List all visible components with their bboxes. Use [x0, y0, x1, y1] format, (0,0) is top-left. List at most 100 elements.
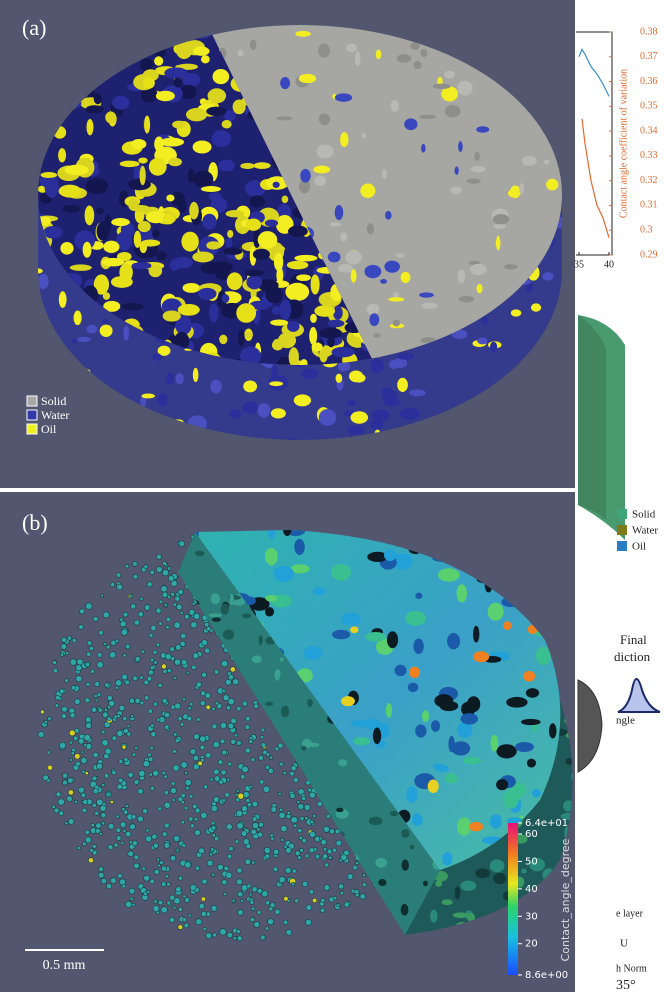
y-tick-label: 0.29	[640, 249, 658, 260]
texture-blob	[303, 646, 323, 660]
droplet	[268, 755, 273, 760]
droplet	[120, 628, 128, 636]
texture-blob	[314, 175, 327, 186]
texture-blob	[269, 381, 284, 387]
droplet	[162, 569, 170, 577]
droplet	[54, 703, 60, 708]
texture-blob	[177, 303, 200, 316]
texture-blob	[392, 553, 413, 570]
texture-blob	[82, 241, 92, 258]
droplet	[223, 865, 229, 872]
texture-blob	[401, 859, 409, 871]
texture-blob	[175, 315, 192, 336]
legend-swatch	[617, 525, 627, 535]
texture-blob	[157, 345, 171, 356]
droplet	[210, 805, 218, 813]
droplet	[108, 699, 116, 707]
droplet	[236, 935, 243, 942]
droplet	[131, 814, 137, 820]
texture-blob	[162, 310, 181, 322]
droplet	[304, 816, 309, 821]
droplet	[137, 611, 144, 618]
droplet	[67, 789, 74, 796]
texture-blob	[222, 629, 235, 640]
droplet	[198, 903, 205, 910]
droplet	[106, 883, 112, 890]
droplet	[158, 599, 163, 604]
texture-blob	[314, 305, 336, 317]
droplet	[75, 675, 83, 683]
droplet	[152, 842, 159, 849]
scale-bar-label: 0.5 mm	[43, 958, 86, 973]
texture-blob	[368, 816, 383, 826]
texture-blob	[140, 86, 158, 103]
droplet	[258, 821, 264, 828]
droplet	[68, 729, 76, 737]
droplet	[194, 807, 201, 814]
texture-blob	[99, 324, 113, 337]
droplet	[147, 752, 152, 758]
texture-blob	[166, 194, 175, 202]
droplet	[128, 697, 135, 704]
texture-blob	[457, 269, 466, 284]
texture-blob	[507, 188, 520, 198]
droplet	[96, 762, 103, 770]
droplet	[178, 906, 183, 912]
droplet	[104, 773, 110, 779]
texture-blob	[472, 625, 480, 643]
texture-blob	[112, 95, 130, 110]
texture-blob	[529, 858, 546, 872]
texture-blob	[279, 299, 292, 320]
droplet	[316, 801, 323, 807]
droplet	[172, 905, 177, 910]
droplet	[133, 619, 140, 626]
texture-blob	[345, 250, 362, 265]
texture-blob	[224, 110, 236, 122]
droplet	[199, 700, 206, 707]
droplet	[193, 733, 200, 740]
texture-blob	[202, 213, 217, 230]
texture-blob	[209, 303, 219, 323]
droplet	[270, 836, 275, 841]
droplet	[64, 821, 69, 826]
droplet	[141, 866, 146, 871]
droplet	[94, 681, 100, 688]
droplet	[256, 910, 262, 915]
droplet	[188, 701, 194, 707]
droplet	[99, 804, 107, 812]
droplet	[304, 853, 310, 859]
texture-blob	[384, 260, 400, 273]
texture-blob	[156, 250, 167, 261]
texture-blob	[128, 178, 151, 191]
droplet	[326, 848, 333, 855]
texture-blob	[116, 251, 132, 262]
texture-blob	[389, 810, 399, 817]
texture-blob	[489, 814, 502, 829]
texture-blob	[447, 633, 461, 650]
droplet	[279, 807, 284, 812]
droplet	[116, 713, 121, 719]
droplet	[205, 704, 211, 710]
droplet	[122, 716, 128, 721]
droplet	[320, 839, 327, 846]
texture-blob	[399, 407, 420, 420]
texture-blob	[298, 73, 317, 84]
droplet	[267, 918, 274, 926]
texture-blob	[220, 603, 229, 615]
droplet	[149, 785, 155, 791]
texture-blob	[280, 76, 291, 90]
droplet	[226, 932, 233, 939]
texture-blob	[346, 399, 356, 407]
droplet	[147, 708, 153, 714]
droplet	[305, 904, 313, 911]
texture-blob	[58, 148, 67, 163]
texture-blob	[287, 320, 300, 332]
texture-blob	[142, 77, 155, 89]
droplet	[65, 651, 70, 656]
droplet	[131, 752, 137, 757]
droplet	[210, 820, 216, 826]
texture-blob	[318, 113, 331, 126]
texture-blob	[385, 702, 393, 718]
droplet	[158, 621, 163, 626]
